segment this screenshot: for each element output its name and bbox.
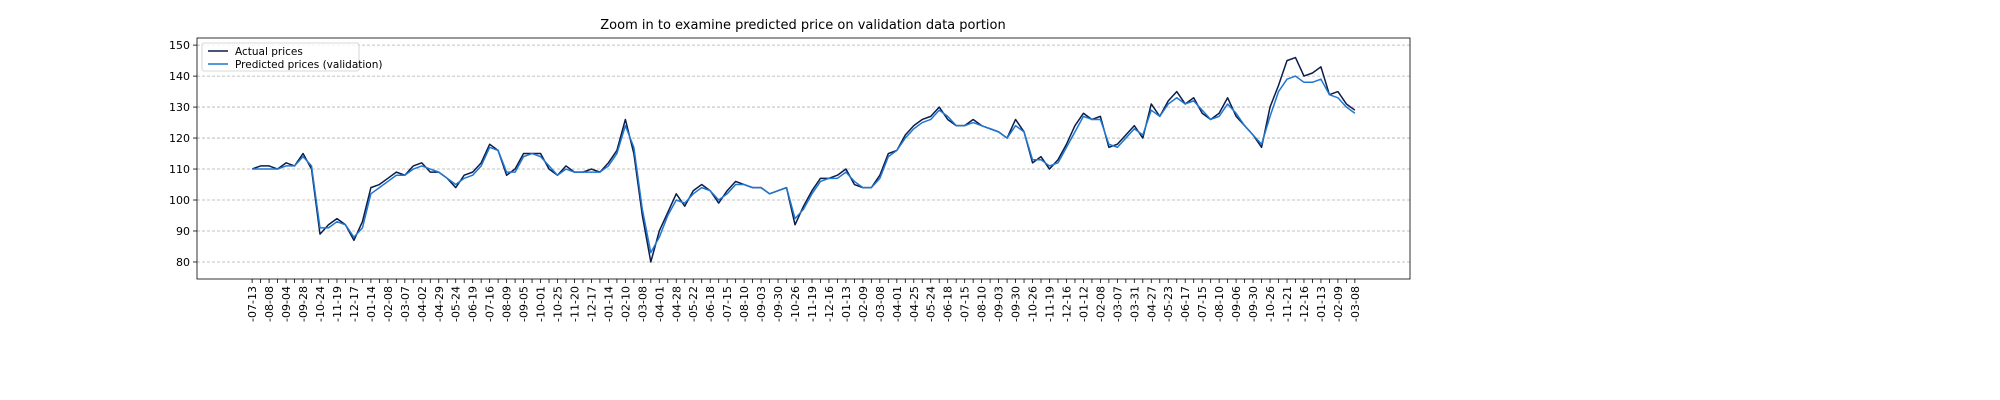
x-tick-label: -07-15 [721, 286, 734, 322]
x-tick-label: -06-18 [704, 286, 717, 322]
y-tick-label: 140 [169, 70, 190, 83]
x-tick-label: -10-26 [1027, 286, 1040, 322]
x-tick-label: -03-31 [1128, 286, 1141, 322]
x-tick-label: -10-25 [552, 286, 565, 322]
x-tick-label: -08-08 [263, 286, 276, 322]
x-tick-label: -09-03 [755, 286, 768, 322]
series-line [251, 56, 1356, 263]
x-tick-label: -10-26 [789, 286, 802, 322]
x-tick-label: -01-12 [1077, 286, 1090, 322]
x-tick-label: -09-06 [1230, 286, 1243, 322]
x-tick-label: -12-16 [1060, 286, 1073, 322]
x-tick-label: -03-07 [399, 286, 412, 322]
x-tick-label: -12-17 [348, 286, 361, 322]
x-tick-label: -05-24 [450, 286, 463, 322]
x-tick-label: -04-02 [416, 286, 429, 322]
x-tick-label: -04-29 [433, 286, 446, 322]
x-tick-label: -07-15 [959, 286, 972, 322]
x-tick-label: -02-08 [382, 286, 395, 322]
y-tick-label: 90 [176, 225, 190, 238]
y-tick-label: 110 [169, 163, 190, 176]
x-tick-label: -07-13 [246, 286, 259, 322]
x-tick-label: -08-10 [738, 286, 751, 322]
x-tick-label: -08-10 [1213, 286, 1226, 322]
x-tick-label: -08-10 [976, 286, 989, 322]
chart-title: Zoom in to examine predicted price on va… [600, 18, 1005, 33]
x-tick-label: -06-18 [942, 286, 955, 322]
x-tick-label: -11-19 [331, 286, 344, 322]
x-tick-label: -04-01 [653, 286, 666, 322]
x-tick-label: -09-30 [772, 286, 785, 322]
legend-label: Predicted prices (validation) [235, 59, 382, 71]
x-tick-label: -12-17 [585, 286, 598, 322]
x-tick-label: -12-16 [823, 286, 836, 322]
x-tick-label: -11-19 [806, 286, 819, 322]
x-tick-label: -03-07 [1111, 286, 1124, 322]
x-tick-label: -05-24 [925, 286, 938, 322]
x-tick-label: -04-28 [670, 286, 683, 322]
plot-frame [196, 37, 1411, 280]
x-tick-label: -04-01 [891, 286, 904, 322]
x-tick-label: -09-30 [1247, 286, 1260, 322]
x-tick-label: -10-24 [314, 286, 327, 322]
x-tick-label: -01-14 [365, 286, 378, 322]
x-tick-label: -02-09 [857, 286, 870, 322]
x-tick-label: -10-01 [535, 286, 548, 322]
x-tick-label: -09-28 [297, 286, 310, 322]
x-tick-label: -06-17 [1179, 286, 1192, 322]
x-tick-label: -08-09 [501, 286, 514, 322]
legend-box [201, 42, 360, 72]
x-tick-label: -02-08 [1094, 286, 1107, 322]
x-tick-label: -10-26 [1264, 286, 1277, 322]
x-tick-label: -06-19 [467, 286, 480, 322]
x-tick-label: -02-10 [619, 286, 632, 322]
x-tick-label: -01-13 [840, 286, 853, 322]
x-tick-label: -04-25 [908, 286, 921, 322]
x-tick-label: -11-21 [1281, 286, 1294, 322]
x-tick-label: -03-08 [1349, 286, 1362, 322]
x-tick-label: -02-09 [1332, 286, 1345, 322]
x-tick-label: -07-16 [484, 286, 497, 322]
series-line [252, 75, 1356, 254]
x-tick-label: -05-23 [1162, 286, 1175, 322]
x-tick-label: -09-05 [518, 286, 531, 322]
x-tick-label: -03-08 [636, 286, 649, 322]
y-tick-label: 100 [169, 194, 190, 207]
x-tick-label: -03-08 [874, 286, 887, 322]
y-tick-label: 130 [169, 101, 190, 114]
x-tick-label: -12-16 [1298, 286, 1311, 322]
x-tick-label: -04-27 [1145, 286, 1158, 322]
x-tick-label: -01-13 [1315, 286, 1328, 322]
y-tick-label: 120 [169, 132, 190, 145]
x-tick-label: -01-14 [602, 286, 615, 322]
x-tick-label: -11-20 [568, 286, 581, 322]
x-tick-label: -09-03 [993, 286, 1006, 322]
x-tick-label: -11-19 [1043, 286, 1056, 322]
legend-label: Actual prices [235, 46, 303, 58]
y-tick-label: 80 [176, 256, 190, 269]
x-tick-label: -05-22 [687, 286, 700, 322]
x-tick-label: -07-15 [1196, 286, 1209, 322]
y-tick-label: 150 [169, 39, 190, 52]
x-tick-label: -09-30 [1010, 286, 1023, 322]
x-tick-label: -09-04 [280, 286, 293, 322]
